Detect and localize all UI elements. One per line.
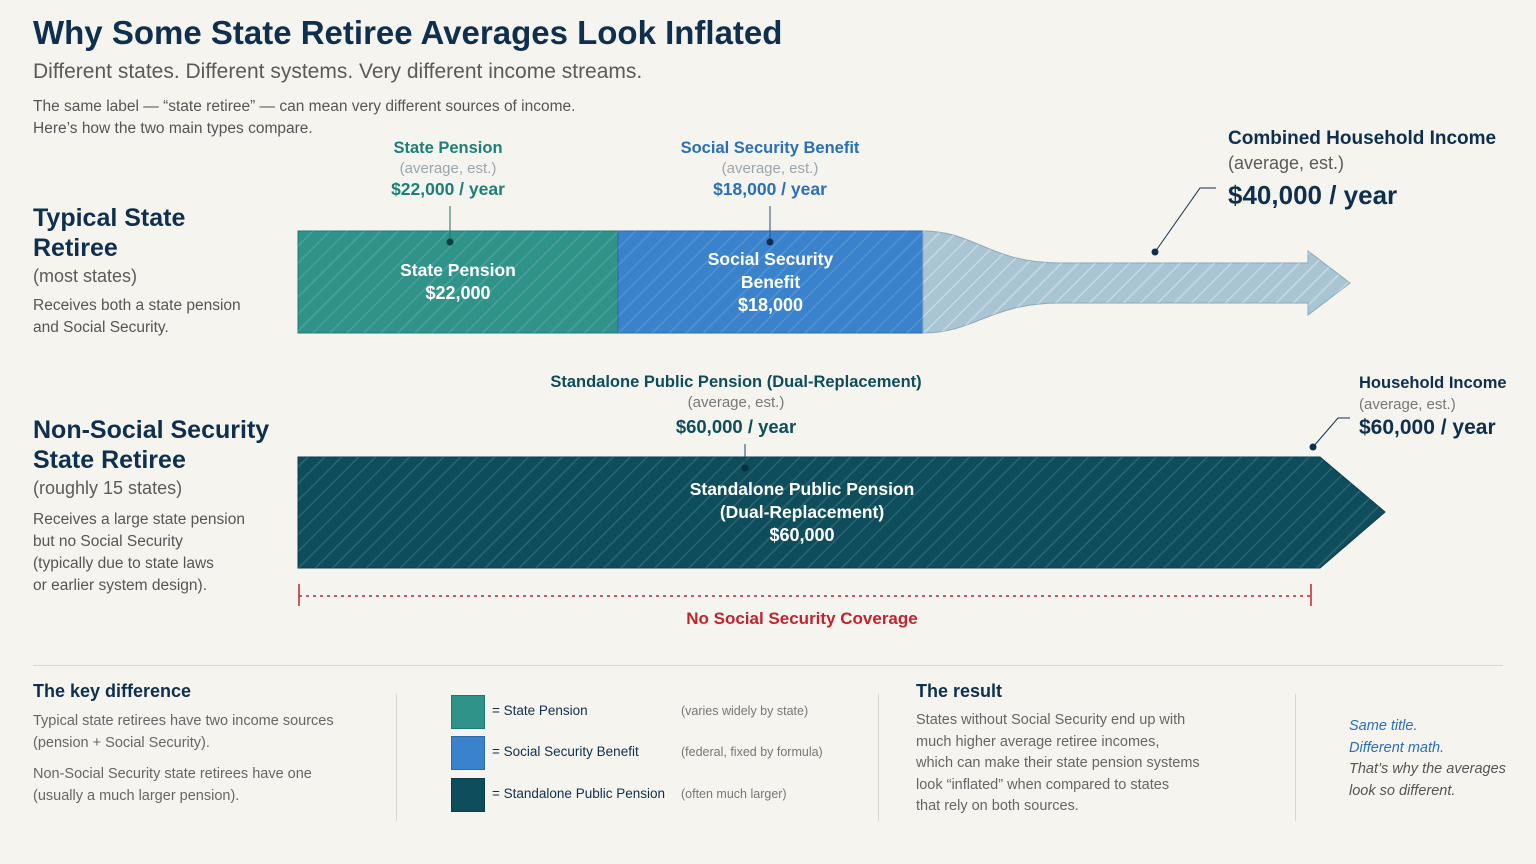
state-pension-bar-title: State Pension (400, 260, 516, 280)
state-pension-label-value: $22,000 / year (391, 179, 505, 199)
row1-heading-line-2: Retiree (33, 234, 118, 262)
key-difference-title: The key difference (33, 681, 192, 701)
state-pension-label-sub: (average, est.) (399, 160, 497, 177)
quote-line-4: look so different. (1349, 782, 1456, 799)
state-pension-label: State Pension (average, est.) $22,000 / … (348, 139, 548, 200)
result-line-4: look “inflated” when compared to states (916, 776, 1170, 793)
standalone-pension-label-title: Standalone Public Pension (Dual-Replacem… (550, 373, 922, 391)
social-security-bar-label: Social Security Benefit $18,000 (618, 231, 923, 333)
row2-desc-line-4: or earlier system design). (33, 577, 208, 594)
household-income-title: Household Income (1359, 374, 1507, 392)
social-security-label-sub: (average, est.) (721, 160, 819, 177)
legend-swatch-social-security (451, 736, 485, 770)
legend-label-social-security: = Social Security Benefit (492, 744, 639, 759)
standalone-pension-bar-label: Standalone Public Pension (Dual-Replacem… (602, 457, 1002, 568)
row1-desc-line-2: and Social Security. (33, 319, 169, 336)
combined-income-title: Combined Household Income (1228, 128, 1497, 149)
result-line-2: much higher average retiree incomes, (916, 733, 1160, 750)
key-difference-p2: Non-Social Security state retirees have … (33, 764, 334, 807)
row1-heading-line-1: Typical State (33, 204, 186, 232)
combined-income-sub: (average, est.) (1228, 153, 1345, 173)
result-line-1: States without Social Security end up wi… (916, 712, 1186, 728)
state-pension-label-title: State Pension (393, 139, 503, 157)
row2-heading: Non-Social Security State Retiree (33, 415, 269, 475)
quote-line-2: Different math. (1349, 739, 1445, 756)
page-subtitle: Different states. Different systems. Ver… (33, 60, 643, 83)
quote-line-1: Same title. (1349, 718, 1418, 734)
intro-line-2: Here’s how the two main types compare. (33, 120, 313, 137)
row1-sub: (most states) (33, 266, 138, 286)
key-difference-p1-line-1: Typical state retirees have two income s… (33, 713, 334, 729)
footer-separator-2 (878, 694, 879, 821)
social-security-label: Social Security Benefit (average, est.) … (660, 139, 880, 200)
social-security-bar-value: $18,000 (737, 294, 804, 315)
social-security-bar-title-1: Social Security (707, 248, 834, 269)
legend-note-social-security: (federal, fixed by formula) (681, 745, 823, 759)
result-title: The result (916, 681, 1003, 701)
footer-separator-3 (1295, 694, 1296, 821)
quote-line-3: That’s why the averages (1349, 761, 1506, 777)
key-difference: The key difference Typical state retiree… (33, 681, 334, 807)
legend-label-state-pension: = State Pension (492, 703, 588, 718)
row2-desc-line-1: Receives a large state pension (33, 511, 245, 528)
footer-divider (33, 665, 1503, 666)
state-pension-bar-label: State Pension $22,000 (298, 231, 618, 333)
legend-swatch-standalone-pension (451, 778, 485, 812)
standalone-bar-value: $60,000 (769, 525, 835, 545)
standalone-pension-label-value: $60,000 / year (675, 416, 797, 437)
social-security-label-title: Social Security Benefit (680, 139, 860, 157)
legend-note-state-pension: (varies widely by state) (681, 704, 809, 718)
legend-label-standalone-pension: = Standalone Public Pension (492, 786, 666, 801)
key-difference-p2-line-1: Non-Social Security state retirees have … (33, 766, 312, 782)
row1-desc-line-1: Receives both a state pension (33, 297, 241, 314)
row1-description: Typical State Retiree (most states) Rece… (33, 203, 241, 339)
social-security-bar-title-2: Benefit (740, 271, 801, 292)
household-income-marker (1309, 443, 1317, 451)
combined-income-value: $40,000 / year (1228, 180, 1398, 210)
row1-desc: Receives both a state pension and Social… (33, 295, 241, 339)
row2-heading-line-2: State Retiree (33, 446, 186, 474)
legend-swatch-state-pension (451, 695, 485, 729)
standalone-pension-marker (741, 464, 749, 472)
social-security-marker (766, 238, 774, 246)
row2-desc: Receives a large state pension but no So… (33, 509, 269, 597)
result-section: The result States without Social Securit… (916, 681, 1200, 818)
standalone-bar-title-2: (Dual-Replacement) (719, 502, 885, 522)
household-income-value: $60,000 / year (1359, 416, 1496, 439)
footer-separator-1 (396, 694, 397, 821)
intro-text: The same label — “state retiree” — can m… (33, 96, 575, 140)
no-coverage-bracket (298, 584, 1312, 606)
row2-sub: (roughly 15 states) (33, 478, 183, 498)
page-title: Why Some State Retiree Averages Look Inf… (33, 14, 783, 51)
social-security-label-value: $18,000 / year (713, 179, 827, 199)
row2-description: Non-Social Security State Retiree (rough… (33, 415, 269, 597)
standalone-bar-title-1: Standalone Public Pension (689, 479, 915, 499)
key-difference-p1: Typical state retirees have two income s… (33, 711, 334, 754)
standalone-pension-label: Standalone Public Pension (Dual-Replacem… (536, 373, 936, 438)
row2-desc-line-3: (typically due to state laws (33, 555, 214, 572)
standalone-pension-label-sub: (average, est.) (687, 394, 785, 411)
state-pension-bar-value: $22,000 (425, 283, 491, 303)
no-coverage-label: No Social Security Coverage (686, 609, 918, 628)
result-line-3: which can make their state pension syste… (916, 755, 1200, 771)
closing-quote: Same title. Different math. That’s why t… (1349, 716, 1506, 802)
row1-heading: Typical State Retiree (33, 203, 241, 263)
row2-desc-line-2: but no Social Security (33, 533, 183, 550)
combined-income-marker (1151, 248, 1159, 256)
state-pension-marker (446, 238, 454, 246)
key-difference-p2-line-2: (usually a much larger pension). (33, 787, 240, 804)
intro-line-1: The same label — “state retiree” — can m… (33, 98, 576, 115)
result-text: States without Social Security end up wi… (916, 710, 1200, 818)
household-income-label: Household Income (average, est.) $60,000… (1359, 374, 1507, 440)
legend-note-standalone-pension: (often much larger) (681, 787, 787, 801)
household-income-sub: (average, est.) (1359, 396, 1456, 413)
row2-heading-line-1: Non-Social Security (33, 416, 270, 444)
combined-income-label: Combined Household Income (average, est.… (1228, 128, 1496, 211)
result-line-5: that rely on both sources. (916, 798, 1079, 814)
key-difference-p1-line-2: (pension + Social Security). (33, 734, 210, 751)
